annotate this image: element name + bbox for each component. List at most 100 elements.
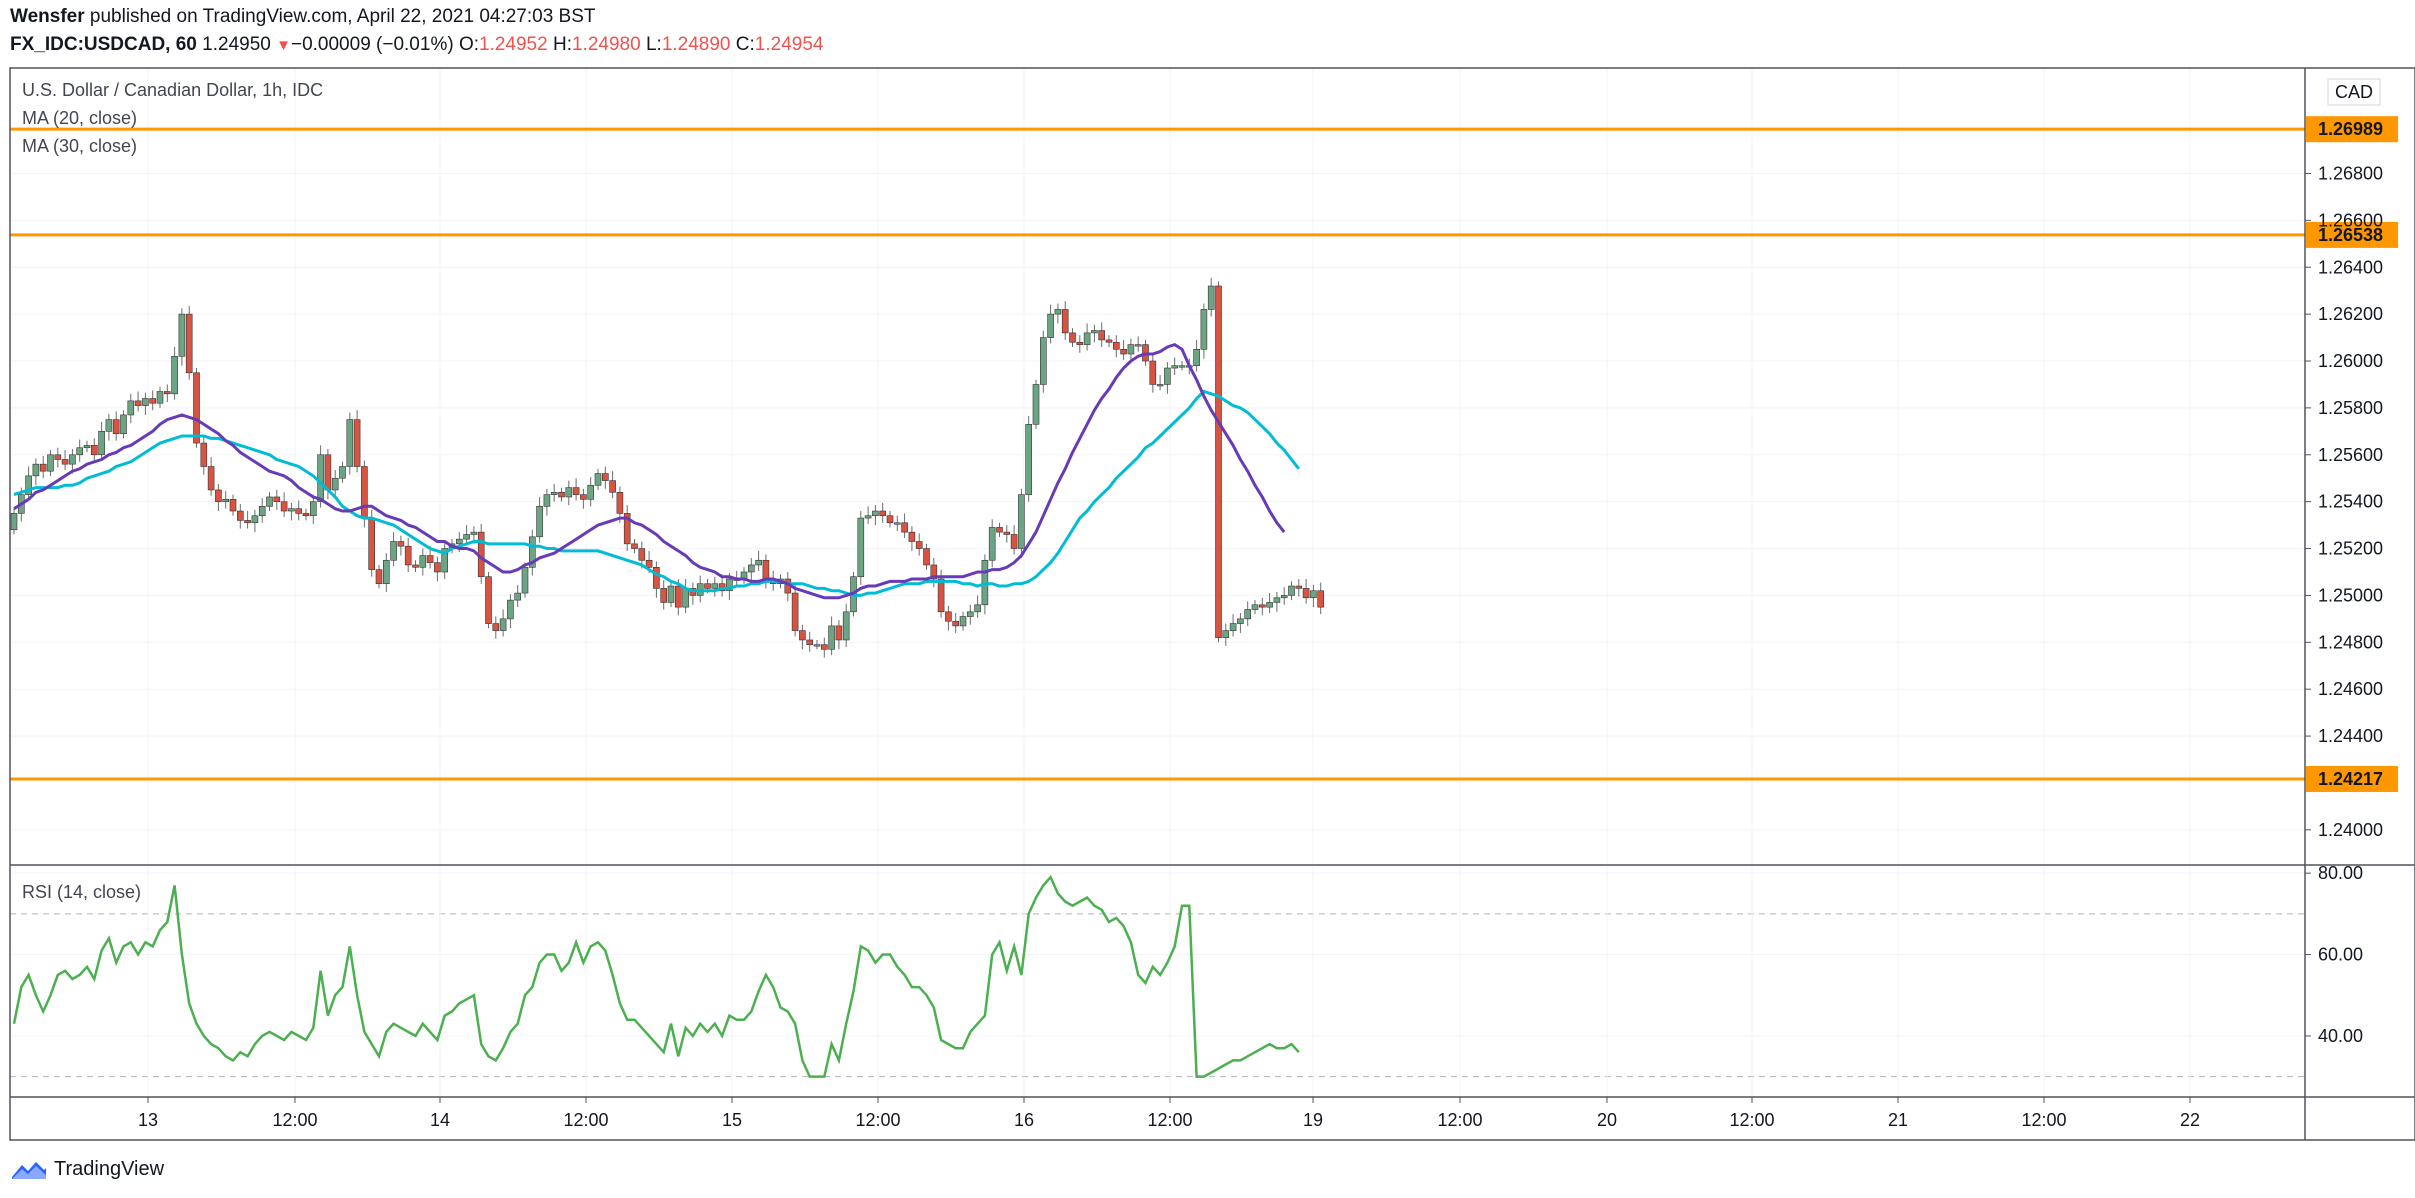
candle-down (1215, 285, 1222, 638)
candle-up (178, 313, 186, 357)
time-tick-label: 12:00 (272, 1110, 317, 1130)
ma20-line (13, 342, 1286, 600)
chart-frame (9, 67, 2415, 1141)
rsi-legend[interactable]: RSI (14, close) (22, 882, 142, 902)
time-tick-label: 14 (430, 1110, 450, 1130)
candle-down (295, 508, 303, 514)
candle-up (872, 510, 879, 517)
price-level-badge (2306, 116, 2398, 143)
candle-down (434, 562, 441, 573)
candle-up (864, 515, 872, 519)
candle-down (207, 466, 215, 491)
horizontal-levels: 1.26989 1.26538 1.24217 (10, 116, 2398, 792)
ma30-legend[interactable]: MA (30, close) (22, 136, 138, 156)
rsi-tick-label: 40.00 (2318, 1026, 2363, 1046)
chart-title: U.S. Dollar / Canadian Dollar, 1h, IDC (22, 80, 324, 100)
candle-down (901, 522, 908, 533)
tradingview-brand[interactable]: TradingView (10, 1158, 164, 1181)
candle-up (1229, 623, 1237, 631)
price-tick-label: 1.26800 (2318, 163, 2383, 183)
candle-down (1003, 531, 1011, 535)
price-tick-label: 1.25000 (2318, 585, 2383, 605)
candle-up (966, 611, 974, 617)
high-label: H: (552, 34, 572, 55)
candle-down (799, 630, 806, 641)
author-name[interactable]: Wensfer (10, 6, 85, 27)
candle-up (331, 477, 339, 491)
rsi-tick-label: 80.00 (2318, 863, 2363, 883)
candle-down (1069, 332, 1076, 343)
time-tick-label: 22 (2180, 1110, 2200, 1130)
candle-up (565, 487, 573, 498)
candle-up (288, 508, 295, 512)
candle-down (791, 592, 799, 631)
candle-up (521, 566, 529, 594)
candle-up (390, 541, 397, 561)
candle-up (959, 616, 967, 627)
price-tick-label: 1.25200 (2318, 539, 2383, 559)
candle-up (266, 496, 273, 507)
candle-up (507, 599, 514, 620)
axes (9, 67, 2415, 1141)
candle-down (368, 517, 376, 570)
down-arrow-icon: ▼ (276, 37, 291, 54)
candle-down (601, 473, 609, 481)
currency-badge (2327, 78, 2381, 106)
candle-up (1310, 590, 1317, 599)
close-label: C: (735, 34, 755, 55)
candle-down (945, 611, 952, 622)
candle-up (83, 445, 91, 449)
candle-up (1127, 344, 1135, 355)
candle-up (988, 527, 996, 561)
candle-down (996, 527, 1003, 533)
ma20-legend[interactable]: MA (20, close) (22, 108, 138, 128)
candle-up (98, 431, 105, 456)
candle-up (171, 356, 178, 395)
candle-up (156, 391, 164, 404)
candle-up (528, 536, 536, 568)
candle-down (1113, 341, 1120, 350)
candle-down (1317, 590, 1324, 608)
candle-down (923, 548, 930, 566)
candle-down (558, 491, 565, 498)
candle-down (638, 548, 646, 561)
price-tick-label: 1.26600 (2318, 210, 2383, 230)
candle-up (455, 538, 463, 545)
time-tick-label: 12:00 (2021, 1110, 2066, 1130)
candle-down (1295, 585, 1303, 589)
candle-down (1098, 330, 1105, 341)
candle-down (149, 398, 156, 404)
candle-down (185, 313, 193, 374)
candle-down (879, 510, 887, 517)
candle-up (1171, 365, 1178, 369)
candle-up (441, 548, 449, 573)
open-value: 1.24952 (479, 34, 548, 55)
price-tick-label: 1.24000 (2318, 820, 2383, 840)
candle-up (755, 559, 762, 566)
candle-down (492, 623, 500, 631)
candle-up (10, 513, 18, 531)
candle-up (1222, 630, 1230, 638)
candle-down (1120, 348, 1127, 355)
grid-lines (10, 68, 2305, 1097)
candle-up (1200, 309, 1208, 350)
candle-down (1061, 309, 1069, 334)
candle-down (54, 454, 62, 460)
last-price: 1.24950 (202, 34, 271, 55)
published-line: Wensfer published on TradingView.com, Ap… (10, 6, 596, 28)
candle-up (1054, 309, 1062, 315)
candle-down (674, 585, 682, 608)
candle-up (382, 559, 390, 585)
candle-up (514, 592, 522, 601)
candle-up (76, 447, 83, 456)
candle-up (1091, 330, 1098, 334)
candle-down (623, 513, 631, 545)
candle-up (309, 501, 317, 517)
candle-down (616, 491, 624, 514)
candle-down (835, 625, 843, 641)
candle-up (317, 454, 324, 502)
candle-up (1164, 367, 1171, 385)
candle-up (550, 491, 558, 495)
time-tick-label: 12:00 (855, 1110, 900, 1130)
